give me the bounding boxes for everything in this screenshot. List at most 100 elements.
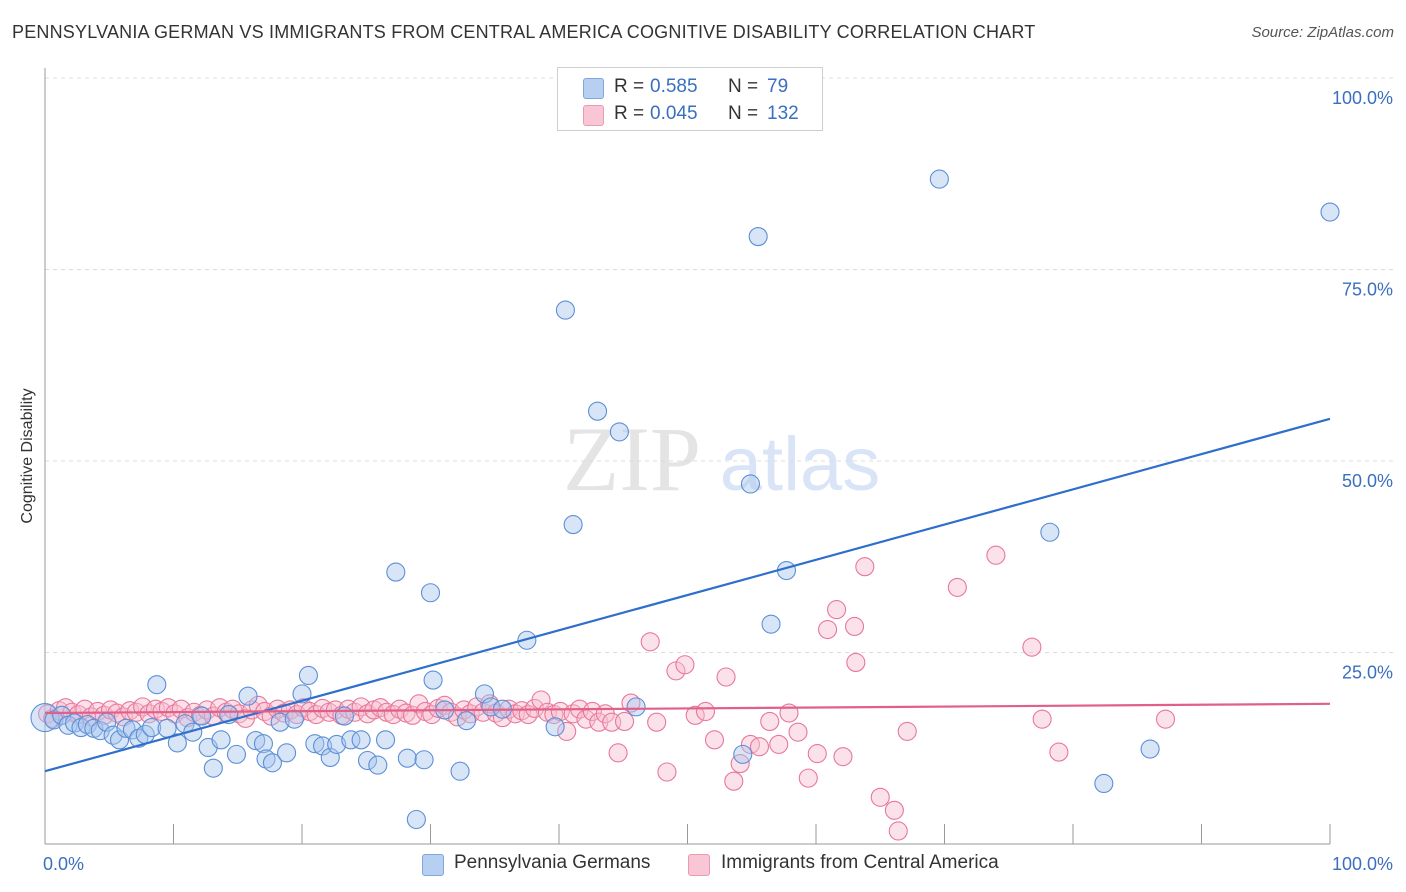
point-pennsylvania-german: [481, 697, 501, 717]
source-label: Source: ZipAtlas.com: [1251, 24, 1394, 41]
point-central-america: [409, 694, 429, 714]
point-central-america: [749, 737, 770, 757]
series-central-america: [38, 545, 1176, 841]
point-pennsylvania-german: [733, 744, 753, 764]
point-central-america: [884, 800, 904, 820]
point-pennsylvania-german: [748, 227, 768, 247]
legend-n-label: N =: [728, 76, 759, 97]
point-pennsylvania-german: [406, 809, 426, 830]
point-central-america: [760, 711, 780, 731]
x-tick-label: 0.0%: [43, 854, 84, 874]
x-tick-label: 100.0%: [1332, 854, 1393, 874]
point-central-america: [897, 721, 917, 741]
watermark-zip: ZIP: [563, 408, 701, 510]
point-central-america: [657, 762, 677, 782]
point-pennsylvania-german: [211, 730, 231, 750]
legend-r-value: 0.045: [650, 103, 698, 124]
point-pennsylvania-german: [1140, 739, 1160, 759]
point-central-america: [640, 632, 660, 652]
point-central-america: [844, 616, 865, 637]
point-central-america: [1049, 742, 1069, 762]
point-pennsylvania-german: [761, 614, 781, 634]
legend-r-value: 0.585: [650, 76, 698, 97]
point-central-america: [947, 577, 967, 597]
point-pennsylvania-german: [456, 711, 477, 731]
legend-r-label: R =: [614, 103, 645, 124]
legend-n-label: N =: [728, 103, 759, 124]
point-central-america: [621, 693, 641, 713]
point-pennsylvania-german: [284, 709, 304, 729]
point-pennsylvania-german: [386, 562, 406, 582]
point-pennsylvania-german: [262, 753, 282, 773]
point-central-america: [685, 705, 705, 725]
point-central-america: [769, 734, 789, 754]
watermark-atlas: atlas: [720, 422, 881, 507]
point-pennsylvania-german: [740, 474, 761, 494]
point-pennsylvania-german: [116, 718, 136, 738]
point-pennsylvania-german: [609, 422, 629, 442]
point-pennsylvania-german: [1320, 202, 1340, 222]
y-tick-label: 25.0%: [1342, 663, 1393, 683]
point-pennsylvania-german: [563, 515, 583, 535]
point-pennsylvania-german: [420, 583, 441, 603]
point-pennsylvania-german: [292, 684, 312, 704]
trend-lines: [44, 417, 1331, 773]
point-central-america: [704, 730, 725, 750]
bottom-legend-swatch-blue: [422, 854, 444, 876]
point-pennsylvania-german: [147, 675, 167, 695]
point-pennsylvania-german: [142, 718, 162, 738]
point-central-america: [716, 667, 736, 687]
point-pennsylvania-german: [351, 730, 371, 750]
point-central-america: [833, 747, 853, 767]
point-central-america: [798, 768, 818, 788]
watermark: ZIP atlas: [563, 408, 880, 510]
point-central-america: [1155, 709, 1176, 729]
legend-swatch-pink: [583, 105, 604, 126]
bottom-legend-label-blue: Pennsylvania Germans: [454, 852, 651, 873]
legend-swatch-blue: [583, 78, 604, 99]
legend-row-pink: R = 0.045 N = 132: [558, 102, 822, 128]
point-central-america: [855, 557, 875, 577]
point-pennsylvania-german: [277, 743, 297, 763]
point-pennsylvania-german: [1040, 522, 1060, 542]
point-central-america: [557, 721, 577, 741]
point-pennsylvania-german: [253, 734, 274, 754]
series-pennsylvania-germans: [30, 169, 1340, 830]
point-pennsylvania-german: [375, 730, 396, 750]
bottom-legend-label-pink: Immigrants from Central America: [721, 852, 999, 873]
point-pennsylvania-german: [246, 731, 266, 751]
point-pennsylvania-german: [238, 686, 258, 706]
point-central-america: [986, 545, 1006, 565]
point-pennsylvania-german: [203, 758, 223, 778]
bottom-legend-swatch-pink: [688, 854, 710, 876]
point-pennsylvania-german: [357, 750, 378, 771]
point-pennsylvania-german: [587, 401, 608, 421]
legend-box: R = 0.585 N = 79 R = 0.045 N = 132: [557, 67, 823, 131]
point-central-america: [870, 787, 890, 807]
tick-labels: 100.0% 75.0% 50.0% 25.0% 0.0% 100.0%: [43, 88, 1393, 874]
point-pennsylvania-german: [305, 734, 325, 754]
point-central-america: [695, 701, 716, 722]
legend-n-value: 79: [767, 76, 789, 97]
point-central-america: [788, 722, 808, 742]
point-pennsylvania-german: [327, 734, 347, 754]
point-central-america: [647, 712, 667, 732]
point-pennsylvania-german: [929, 169, 949, 189]
trend-line-central-america: [44, 702, 1331, 715]
point-pennsylvania-german: [270, 712, 290, 732]
legend-row-blue: R = 0.585 N = 79: [558, 75, 822, 101]
point-pennsylvania-german: [414, 750, 434, 770]
point-central-america: [1022, 637, 1042, 657]
point-pennsylvania-german: [397, 748, 417, 768]
point-central-america: [818, 619, 838, 640]
point-central-america: [608, 743, 628, 763]
axes: [44, 68, 1331, 845]
point-pennsylvania-german: [517, 630, 537, 650]
y-tick-label: 100.0%: [1332, 88, 1393, 108]
point-pennsylvania-german: [109, 730, 130, 750]
point-central-america: [724, 771, 744, 791]
point-pennsylvania-german: [226, 744, 247, 764]
point-central-america: [846, 652, 866, 673]
point-pennsylvania-german: [626, 697, 646, 717]
grid-lines: [45, 77, 1393, 653]
